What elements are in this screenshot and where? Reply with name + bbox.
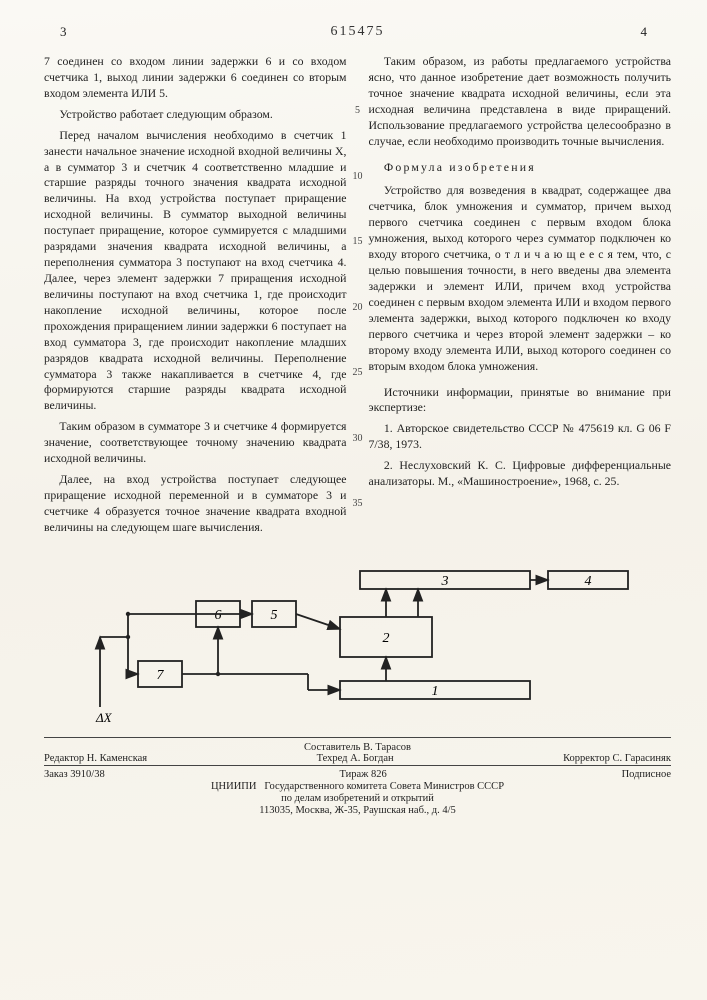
org-line: Государственного комитета Совета Министр…: [264, 781, 504, 792]
org-abbrev: ЦНИИПИ: [211, 781, 257, 792]
editor-label: Редактор: [44, 753, 84, 764]
formula-heading: Формула изобретения: [369, 160, 672, 176]
two-column-body: 7 соединен со входом линии задержки 6 и …: [44, 54, 671, 541]
svg-text:7: 7: [156, 668, 164, 683]
corrector-label: Корректор: [563, 753, 610, 764]
order-num: 3910/38: [70, 769, 104, 780]
line-num: 20: [353, 301, 363, 315]
line-num: 15: [353, 235, 363, 249]
para: Таким образом, из работы предлагаемого у…: [369, 54, 672, 150]
podpisnoe: Подписное: [622, 769, 671, 780]
compiler-name: В. Тарасов: [363, 742, 411, 753]
right-column: Таким образом, из работы предлагаемого у…: [369, 54, 672, 541]
line-number-gutter: 5 10 15 20 25 30 35: [353, 104, 363, 511]
para: Далее, на вход устройства поступает след…: [44, 472, 347, 536]
source-item: 2. Неслуховский К. С. Цифровые дифференц…: [369, 458, 672, 490]
document-number: 615475: [44, 24, 671, 40]
svg-text:5: 5: [270, 608, 277, 623]
org-address: 113035, Москва, Ж-35, Раушская наб., д. …: [44, 805, 671, 816]
source-item: 1. Авторское свидетельство СССР № 475619…: [369, 421, 672, 453]
editor-name: Н. Каменская: [87, 753, 147, 764]
order-label: Заказ: [44, 769, 68, 780]
para: Таким образом в сумматоре 3 и счетчике 4…: [44, 419, 347, 467]
svg-text:6: 6: [214, 608, 221, 623]
corrector-name: С. Гарасиняк: [613, 753, 671, 764]
techred-name: А. Богдан: [350, 753, 394, 764]
page-number-left: 3: [60, 24, 67, 40]
para: Перед началом вычисления необходимо в сч…: [44, 128, 347, 415]
line-num: 5: [355, 104, 360, 118]
svg-text:1: 1: [431, 684, 438, 699]
page-number-right: 4: [641, 24, 648, 40]
footer-block: Составитель В. Тарасов Редактор Н. Камен…: [44, 737, 671, 816]
svg-text:ΔX: ΔX: [95, 710, 113, 725]
para: Устройство для возведения в квадрат, сод…: [369, 183, 672, 374]
techred-label: Техред: [317, 753, 348, 764]
svg-text:3: 3: [440, 574, 448, 589]
block-diagram: 7 6 5 2 1 3 4 ΔX: [78, 557, 638, 727]
svg-text:2: 2: [382, 631, 389, 646]
tirazh-num: 826: [371, 769, 387, 780]
line-num: 10: [353, 170, 363, 184]
sources-heading: Источники информации, принятые во вниман…: [369, 385, 672, 417]
line-num: 25: [353, 366, 363, 380]
tirazh-label: Тираж: [339, 769, 368, 780]
line-num: 35: [353, 497, 363, 511]
compiler-label: Составитель: [304, 742, 360, 753]
svg-text:4: 4: [584, 574, 591, 589]
org-line: по делам изобретений и открытий: [44, 793, 671, 804]
left-column: 7 соединен со входом линии задержки 6 и …: [44, 54, 347, 541]
para: Устройство работает следующим образом.: [44, 107, 347, 123]
para: 7 соединен со входом линии задержки 6 и …: [44, 54, 347, 102]
line-num: 30: [353, 432, 363, 446]
